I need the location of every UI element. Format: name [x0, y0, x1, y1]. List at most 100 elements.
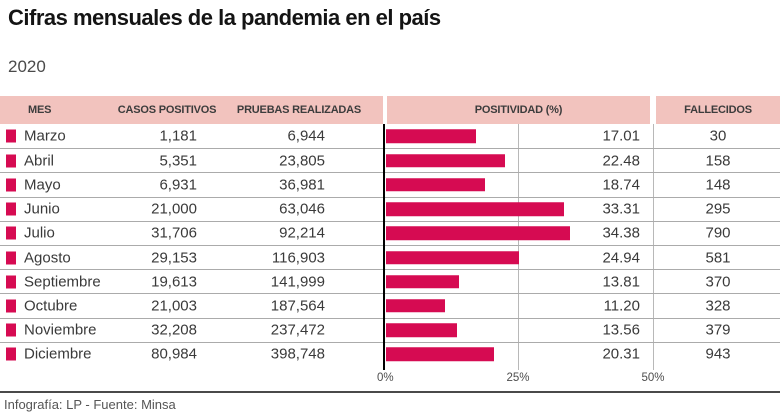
x-axis-ticks: 0% 25% 50%	[0, 372, 780, 386]
deaths-value: 379	[705, 321, 731, 339]
page-title: Cifras mensuales de la pandemia en el pa…	[8, 5, 441, 30]
positive-cases-value: 29,153	[151, 249, 197, 267]
month-bullet-icon	[6, 347, 16, 361]
positivity-value: 11.20	[603, 297, 640, 315]
table-row: Marzo 1,181 6,944 17.01 30	[0, 124, 780, 148]
gridline-25pct	[518, 124, 519, 370]
positivity-bar	[386, 129, 476, 143]
positivity-bar	[386, 299, 445, 313]
positivity-value: 13.56	[602, 321, 640, 339]
table-row: Julio 31,706 92,214 34.38 790	[0, 220, 780, 245]
positivity-bar	[386, 178, 486, 192]
tests-performed-value: 116,903	[271, 249, 325, 267]
month-label: Marzo	[24, 127, 66, 145]
column-header-casos-positivos: CASOS POSITIVOS	[117, 104, 217, 116]
positivity-value: 18.74	[602, 176, 640, 194]
month-label: Abril	[24, 152, 55, 170]
source-credit: Infografía: LP - Fuente: Minsa	[4, 397, 176, 412]
month-bullet-icon	[6, 226, 16, 240]
month-bullet-icon	[6, 202, 16, 216]
column-header-mes: MES	[28, 104, 52, 116]
deaths-value: 370	[705, 273, 731, 291]
month-label: Mayo	[24, 176, 61, 194]
month-label: Agosto	[24, 249, 71, 267]
table-row: Abril 5,351 23,805 22.48 158	[0, 148, 780, 172]
table-row: Diciembre 80,984 398,748 20.31 943	[0, 341, 780, 366]
column-header-fallecidos: FALLECIDOS	[684, 104, 752, 116]
month-bullet-icon	[6, 178, 16, 192]
positive-cases-value: 31,706	[151, 224, 197, 242]
tick-label-25: 25%	[506, 372, 530, 384]
month-bullet-icon	[6, 275, 16, 289]
tests-performed-value: 398,748	[270, 345, 325, 363]
positivity-value: 20.31	[602, 345, 640, 363]
positive-cases-value: 32,208	[151, 321, 197, 339]
tests-performed-value: 6,944	[287, 127, 325, 145]
positive-cases-value: 5,351	[159, 152, 197, 170]
table-row: Septiembre 19,613 141,999 13.81 370	[0, 269, 780, 293]
month-label: Julio	[24, 224, 55, 242]
tests-performed-value: 92,214	[279, 224, 325, 242]
month-bullet-icon	[6, 323, 16, 337]
deaths-value: 581	[705, 249, 731, 267]
deaths-value: 295	[705, 200, 731, 218]
month-label: Septiembre	[24, 273, 101, 291]
column-header-positividad: POSITIVIDAD (%)	[474, 104, 563, 116]
tick-label-0: 0%	[377, 372, 394, 384]
positivity-bar	[386, 323, 458, 337]
deaths-value: 158	[705, 152, 731, 170]
positivity-value: 24.94	[602, 249, 640, 267]
table-row: Agosto 29,153 116,903 24.94 581	[0, 244, 780, 269]
positive-cases-value: 21,000	[151, 200, 197, 218]
positive-cases-value: 21,003	[151, 297, 197, 315]
positive-cases-value: 1,181	[159, 127, 197, 145]
table-row: Junio 21,000 63,046 33.31 295	[0, 196, 780, 221]
tick-label-50: 50%	[641, 372, 665, 384]
gridline-50pct-column-divider	[653, 124, 654, 370]
tests-performed-value: 63,046	[279, 200, 325, 218]
deaths-value: 328	[705, 297, 731, 315]
positivity-bar	[386, 202, 564, 216]
month-bullet-icon	[6, 129, 16, 143]
table-body: Marzo 1,181 6,944 17.01 30 Abril 5,351 2…	[0, 124, 780, 366]
positivity-bar	[386, 154, 506, 168]
positivity-value: 33.31	[602, 200, 640, 218]
zero-axis-line	[383, 124, 385, 370]
deaths-value: 148	[705, 176, 731, 194]
positive-cases-value: 80,984	[151, 345, 197, 363]
month-bullet-icon	[6, 251, 16, 265]
tests-performed-value: 36,981	[279, 176, 325, 194]
positivity-bar	[386, 250, 519, 265]
positivity-bar	[386, 274, 459, 289]
positivity-value: 13.81	[602, 273, 640, 291]
deaths-value: 30	[709, 127, 727, 145]
tests-performed-value: 23,805	[279, 152, 325, 170]
deaths-value: 790	[705, 224, 731, 242]
table-row: Mayo 6,931 36,981 18.74 148	[0, 172, 780, 196]
tests-performed-value: 187,564	[270, 297, 325, 315]
positivity-bar	[386, 226, 570, 241]
month-label: Junio	[24, 200, 60, 218]
positivity-value: 17.01	[602, 127, 640, 145]
column-header-pruebas-realizadas: PRUEBAS REALIZADAS	[236, 104, 362, 116]
table-row: Noviembre 32,208 237,472 13.56 379	[0, 317, 780, 342]
positivity-bar	[386, 347, 494, 362]
deaths-value: 943	[705, 345, 731, 363]
footer-divider	[0, 391, 780, 393]
positivity-value: 34.38	[602, 224, 640, 242]
month-label: Octubre	[24, 297, 78, 315]
month-label: Noviembre	[24, 321, 97, 339]
month-label: Diciembre	[24, 345, 92, 363]
header-block-fallecidos: FALLECIDOS	[656, 96, 780, 124]
year-label: 2020	[8, 57, 46, 76]
header-block-left: MES CASOS POSITIVOS PRUEBAS REALIZADAS	[0, 96, 383, 124]
tests-performed-value: 237,472	[270, 321, 325, 339]
month-bullet-icon	[6, 299, 16, 313]
month-bullet-icon	[6, 154, 16, 168]
table-header: MES CASOS POSITIVOS PRUEBAS REALIZADAS P…	[0, 96, 780, 124]
table-row: Octubre 21,003 187,564 11.20 328	[0, 293, 780, 317]
positive-cases-value: 6,931	[159, 176, 197, 194]
positivity-value: 22.48	[602, 152, 640, 170]
header-block-positividad: POSITIVIDAD (%)	[387, 96, 650, 124]
